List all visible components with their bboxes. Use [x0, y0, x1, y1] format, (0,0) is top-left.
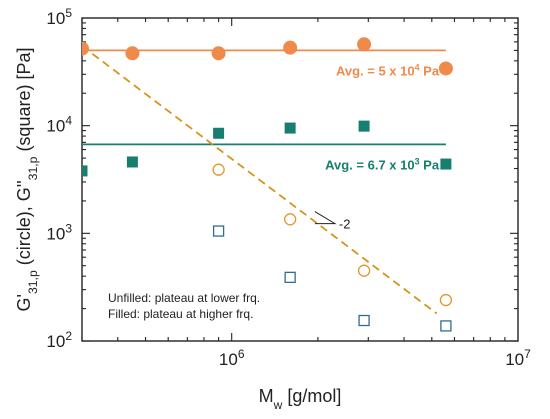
- data-point-square-filled: [126, 156, 138, 168]
- y-tick-label: 102: [46, 329, 72, 351]
- data-point-square-open: [212, 225, 225, 237]
- x-axis-title: Mw [g/mol]: [259, 386, 342, 412]
- data-point-square-filled: [358, 120, 370, 132]
- data-point-circle-filled: [438, 61, 453, 76]
- x-tick-label: 106: [219, 347, 245, 369]
- data-point-circle-open: [212, 163, 225, 176]
- data-point-circle-open: [283, 213, 297, 226]
- plot-area: 106 107 102 103 104 105 Mw [g/mol] G'31,p (circ…: [14, 6, 531, 412]
- y-tick-label: 105: [46, 6, 72, 28]
- data-point-circle-filled: [82, 41, 89, 56]
- average-label: Avg. = 6.7 x 103 Pa: [325, 156, 440, 172]
- data-point-circle-filled: [283, 40, 298, 55]
- data-point-square-open: [284, 271, 296, 284]
- x-tick-label: 107: [505, 347, 531, 369]
- average-label: Avg. = 5 x 104 Pa: [336, 62, 440, 78]
- data-point-circle-filled: [211, 46, 226, 61]
- data-point-square-open: [440, 320, 452, 332]
- plot-frame: [81, 17, 519, 342]
- trend-line: [82, 45, 438, 315]
- data-point-circle-filled: [357, 37, 372, 52]
- y-axis-title: G'31,p (circle), G''31,p (square) [Pa]: [14, 48, 40, 312]
- data-point-circle-open: [357, 264, 371, 277]
- data-point-square-filled: [213, 127, 225, 139]
- data-point-square-filled: [82, 165, 88, 177]
- plot-content: [82, 37, 453, 332]
- data-point-square-filled: [440, 158, 452, 170]
- data-point-circle-filled: [125, 46, 140, 61]
- y-tick-label: 104: [46, 114, 72, 136]
- data-point-circle-open: [439, 293, 453, 307]
- slope-label: -2: [339, 217, 351, 232]
- data-point-square-open: [358, 314, 370, 327]
- y-tick-label: 103: [46, 221, 72, 243]
- data-point-square-filled: [284, 122, 296, 134]
- legend-note: Unfilled: plateau at lower frq.: [108, 291, 260, 305]
- legend-note: Filled: plateau at higher frq.: [108, 307, 253, 321]
- slope-indicator: [314, 211, 337, 225]
